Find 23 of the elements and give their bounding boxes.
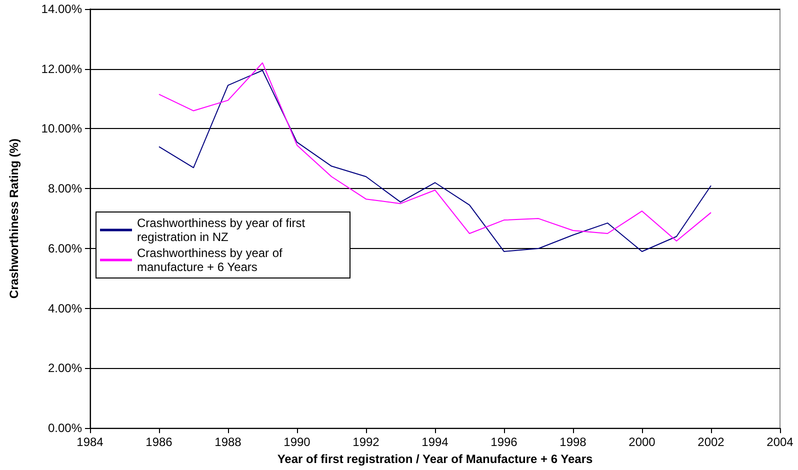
y-tick-label: 4.00% bbox=[48, 301, 82, 316]
x-tick-label: 1992 bbox=[352, 435, 380, 450]
x-tick-label: 1998 bbox=[560, 435, 587, 450]
x-tick-label: 1990 bbox=[284, 435, 311, 450]
x-tick-label: 2002 bbox=[698, 435, 725, 450]
x-tick-label: 2004 bbox=[766, 435, 794, 450]
legend-label: Crashworthiness by year of manufacture + 6 Years bbox=[137, 246, 286, 274]
y-tick-label: 10.00% bbox=[41, 122, 82, 136]
y-axis-title: Crashworthiness Rating (%) bbox=[7, 138, 21, 299]
x-tick-label: 1984 bbox=[76, 435, 104, 450]
x-tick-label: 1996 bbox=[490, 435, 518, 450]
x-tick-label: 1994 bbox=[422, 435, 449, 450]
y-tick-label: 8.00% bbox=[48, 182, 82, 196]
x-tick-label: 1986 bbox=[146, 435, 173, 450]
y-tick-label: 0.00% bbox=[48, 421, 82, 436]
x-tick-label: 1988 bbox=[214, 435, 242, 450]
y-tick-label: 2.00% bbox=[48, 361, 82, 376]
legend-label: Crashworthiness by year of first registration in NZ bbox=[137, 216, 308, 244]
x-axis-title: Year of first registration / Year of Manufacture + 6 Years bbox=[277, 452, 593, 466]
y-tick-label: 14.00% bbox=[41, 2, 82, 16]
x-tick-label: 2000 bbox=[628, 435, 656, 450]
y-tick-label: 12.00% bbox=[41, 62, 82, 76]
y-tick-label: 6.00% bbox=[48, 241, 82, 256]
